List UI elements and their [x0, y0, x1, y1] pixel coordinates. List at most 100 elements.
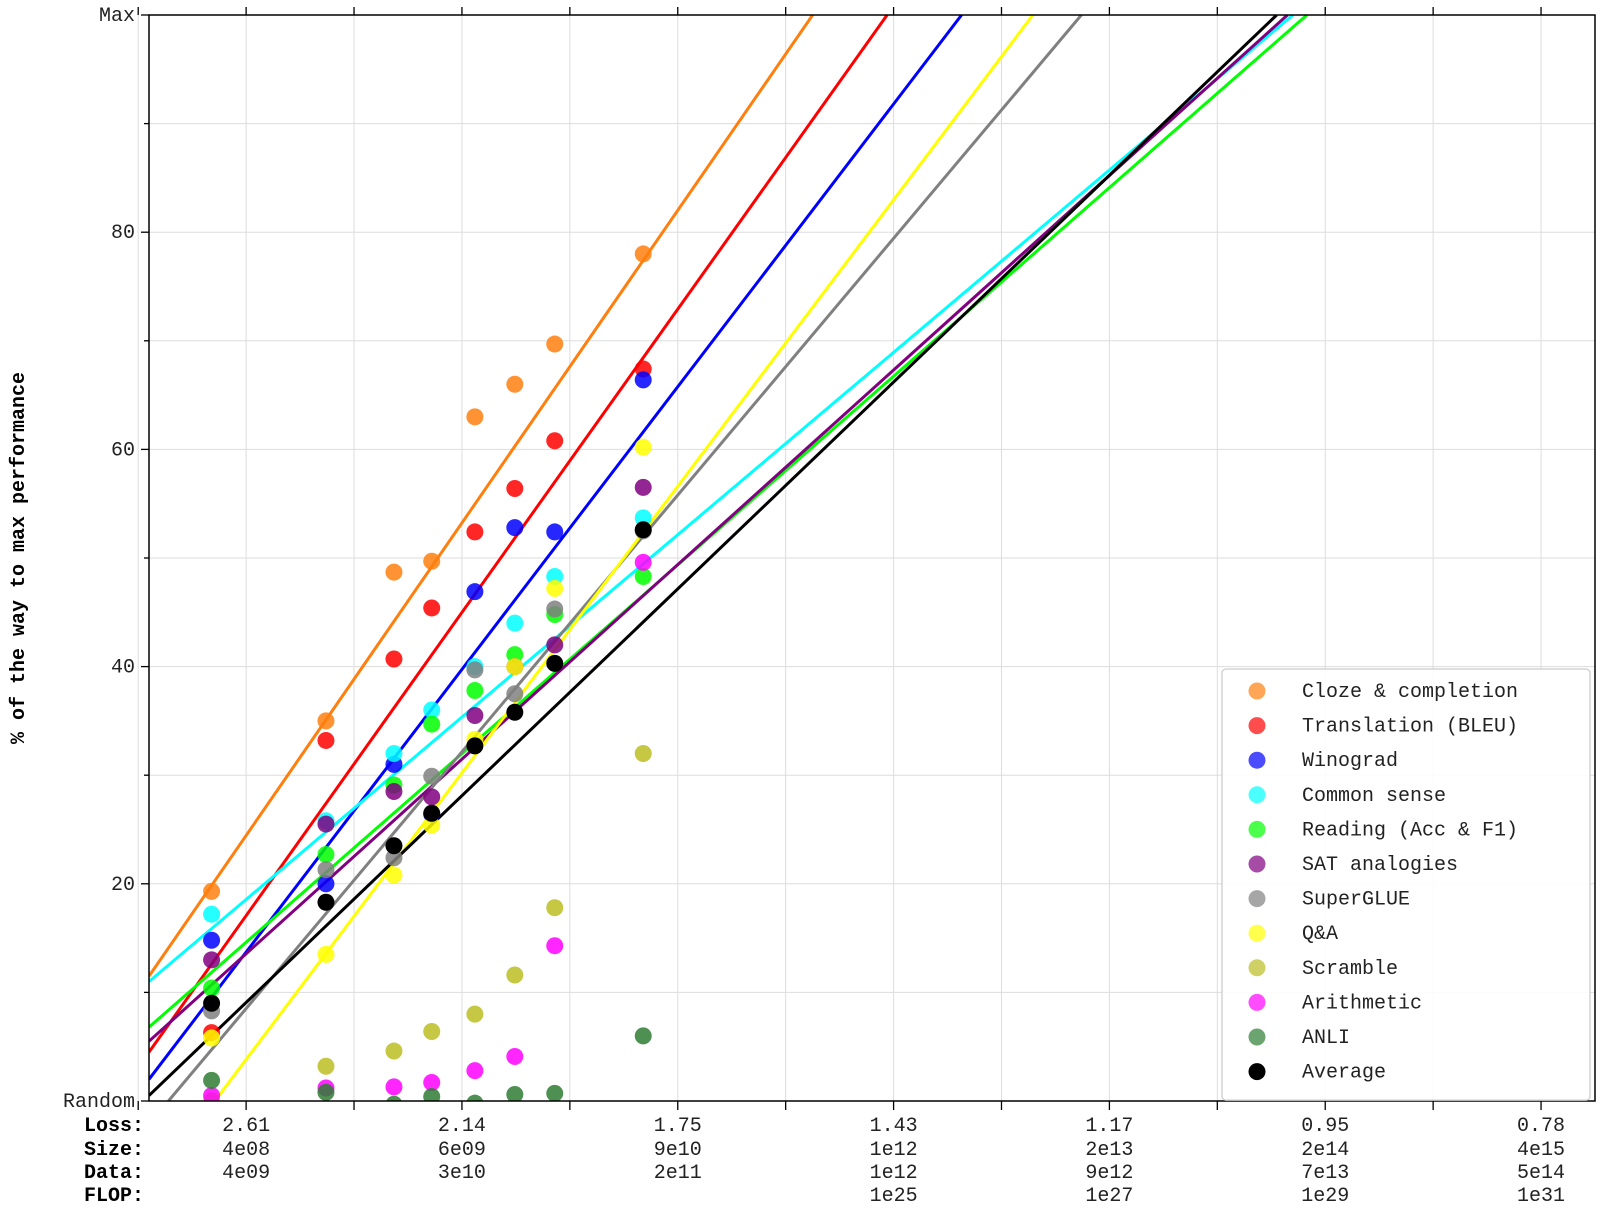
data-point [423, 701, 441, 719]
data-point [506, 1085, 524, 1101]
data-point [506, 479, 524, 497]
data-point [546, 600, 564, 618]
x-tick-label-size: 4e15 [1517, 1139, 1565, 1162]
data-point [634, 553, 652, 571]
data-point [546, 899, 564, 917]
y-tick-label: 80 [111, 222, 135, 245]
data-point [203, 905, 221, 923]
data-point [466, 408, 484, 426]
legend-marker [1248, 855, 1266, 873]
data-point [634, 521, 652, 539]
data-point [317, 1083, 335, 1101]
data-point [634, 438, 652, 456]
y-axis-label: % of the way to max performance [8, 372, 31, 744]
data-point [506, 703, 524, 721]
legend-marker [1248, 682, 1266, 700]
data-point [385, 563, 403, 581]
data-point [203, 951, 221, 969]
legend-marker [1248, 1028, 1266, 1046]
x-tick-label-loss: 2.61 [222, 1115, 270, 1138]
x-tick-label-data: 5e14 [1517, 1162, 1565, 1185]
y-tick-label: 40 [111, 657, 135, 680]
legend-marker [1248, 959, 1266, 977]
data-point [317, 1057, 335, 1075]
data-point [634, 371, 652, 389]
data-point [546, 567, 564, 585]
legend-label: Arithmetic [1302, 992, 1422, 1015]
axis-ticks: Random 20 40 60 80 Max Loss:Size:Data:FLOP: 2.6… [63, 5, 1565, 1208]
data-point [466, 1005, 484, 1023]
data-point [385, 744, 403, 762]
data-points [203, 245, 652, 1101]
data-point [546, 523, 564, 541]
data-point [546, 335, 564, 353]
data-point [317, 731, 335, 749]
data-point [423, 816, 441, 834]
x-tick-label-loss: 1.43 [870, 1115, 918, 1138]
data-point [317, 845, 335, 863]
legend-label: Translation (BLEU) [1302, 716, 1518, 739]
data-point [634, 509, 652, 527]
x-tick-label-size: 2e13 [1085, 1139, 1133, 1162]
x-tick-label-flop: 1e27 [1085, 1185, 1133, 1208]
fit-line [149, 15, 1278, 1097]
data-point [466, 706, 484, 724]
x-tick-label-size: 6e09 [438, 1139, 486, 1162]
data-point [546, 654, 564, 672]
data-point [466, 681, 484, 699]
data-point [317, 875, 335, 893]
data-point [423, 599, 441, 617]
x-tick-label-data: 1e12 [870, 1162, 918, 1185]
data-point [466, 737, 484, 755]
data-point [317, 815, 335, 833]
legend-label: SuperGLUE [1302, 889, 1410, 912]
data-point [506, 966, 524, 984]
legend: Cloze & completion Translation (BLEU) Wino… [1221, 668, 1591, 1101]
legend-label: Common sense [1302, 785, 1446, 808]
x-tick-label-size: 1e12 [870, 1139, 918, 1162]
data-point [203, 931, 221, 949]
data-point [546, 636, 564, 654]
legend-label: Q&A [1302, 923, 1338, 946]
data-point [317, 893, 335, 911]
legend-marker [1248, 751, 1266, 769]
data-point [423, 552, 441, 570]
legend-marker [1248, 717, 1266, 735]
y-tick-label: 20 [111, 874, 135, 897]
data-point [634, 478, 652, 496]
data-point [466, 1094, 484, 1101]
data-point [506, 614, 524, 632]
x-row-label: Data: [84, 1162, 144, 1185]
data-point [506, 685, 524, 703]
data-point [466, 1062, 484, 1080]
fit-line [149, 15, 814, 977]
data-point [423, 1088, 441, 1101]
x-tick-label-data: 9e12 [1085, 1162, 1133, 1185]
legend-marker [1248, 924, 1266, 942]
x-tick-label-data: 7e13 [1301, 1162, 1349, 1185]
data-point [385, 1042, 403, 1060]
data-point [203, 1087, 221, 1101]
legend-marker [1248, 820, 1266, 838]
x-tick-label-size: 4e08 [222, 1139, 270, 1162]
legend-label: Winograd [1302, 750, 1398, 773]
legend-box [1221, 668, 1591, 1101]
data-point [385, 866, 403, 884]
data-point [546, 937, 564, 955]
data-point [385, 837, 403, 855]
data-point [386, 1095, 402, 1101]
data-point [546, 432, 564, 450]
y-tick-label: Max [99, 5, 135, 28]
data-point [546, 579, 564, 597]
data-point [203, 979, 221, 997]
data-point [546, 1084, 564, 1101]
legend-label: Cloze & completion [1302, 681, 1518, 704]
x-row-label: Loss: [84, 1115, 144, 1138]
data-point [506, 519, 524, 537]
data-point [385, 650, 403, 668]
data-point [385, 782, 403, 800]
legend-label: ANLI [1302, 1027, 1350, 1050]
legend-marker [1248, 890, 1266, 908]
legend-label: Average [1302, 1062, 1386, 1085]
